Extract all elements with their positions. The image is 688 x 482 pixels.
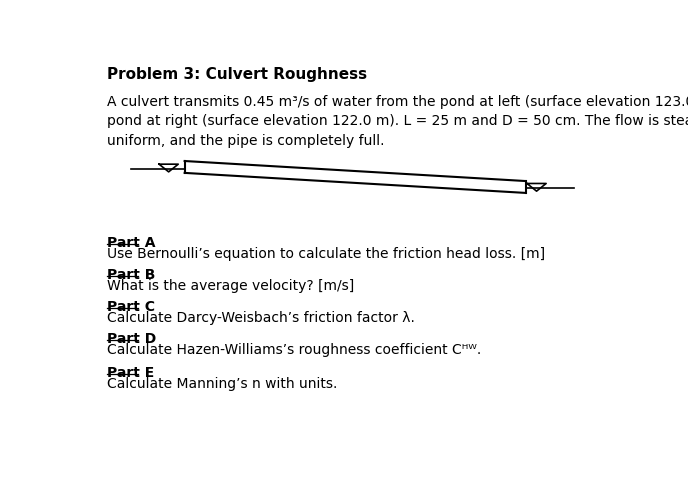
Text: Use Bernoulli’s equation to calculate the friction head loss. [m]: Use Bernoulli’s equation to calculate th…: [107, 247, 546, 261]
Text: Part E: Part E: [107, 366, 155, 380]
Text: A culvert transmits 0.45 m³/s of water from the pond at left (surface elevation : A culvert transmits 0.45 m³/s of water f…: [107, 95, 688, 148]
Text: Problem 3: Culvert Roughness: Problem 3: Culvert Roughness: [107, 67, 367, 82]
Text: Part C: Part C: [107, 300, 155, 314]
Text: Calculate Hazen-Williams’s roughness coefficient Cᴴᵂ.: Calculate Hazen-Williams’s roughness coe…: [107, 343, 482, 357]
Text: Calculate Manning’s n with units.: Calculate Manning’s n with units.: [107, 377, 338, 391]
Text: What is the average velocity? [m/s]: What is the average velocity? [m/s]: [107, 279, 354, 293]
Text: Part A: Part A: [107, 236, 155, 250]
Text: Calculate Darcy-Weisbach’s friction factor λ.: Calculate Darcy-Weisbach’s friction fact…: [107, 311, 415, 325]
Text: Part D: Part D: [107, 332, 157, 346]
Text: Part B: Part B: [107, 268, 155, 281]
